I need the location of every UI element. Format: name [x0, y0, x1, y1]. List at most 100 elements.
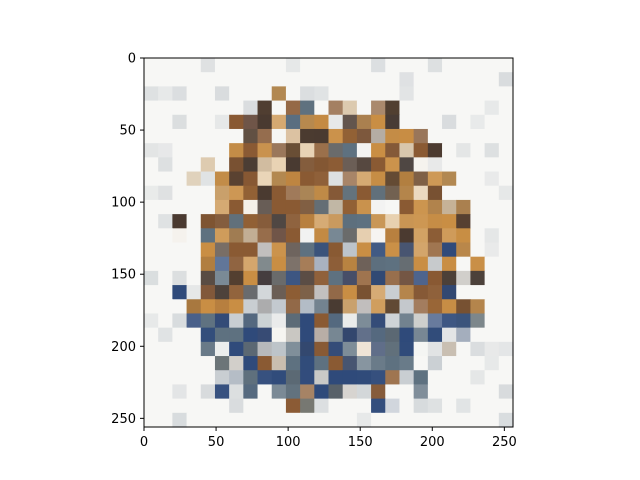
image-tile	[229, 100, 244, 116]
image-tile	[484, 242, 500, 258]
image-tile	[257, 384, 273, 400]
image-tile	[186, 341, 202, 357]
image-tile	[300, 214, 315, 229]
image-tile	[371, 228, 386, 244]
image-tile	[243, 58, 259, 73]
image-tile	[427, 242, 443, 258]
image-tile	[371, 128, 386, 144]
image-tile	[442, 270, 457, 286]
image-tile	[271, 143, 287, 158]
image-tile	[144, 356, 159, 371]
y-tick-label: 200	[111, 340, 136, 355]
image-tile	[285, 370, 301, 386]
image-tile	[456, 128, 472, 144]
image-tile	[442, 313, 457, 329]
image-tile	[172, 157, 188, 173]
image-tile	[314, 412, 330, 428]
image-tile	[498, 313, 514, 329]
image-tile	[144, 256, 159, 272]
image-tile	[342, 285, 358, 300]
image-tile	[413, 242, 429, 258]
image-tile	[484, 370, 500, 386]
image-tile	[186, 242, 202, 258]
image-tile	[385, 256, 401, 272]
image-tile	[328, 398, 344, 414]
image-tile	[271, 228, 287, 244]
image-tile	[257, 58, 273, 73]
image-tile	[342, 157, 358, 173]
image-tile	[484, 114, 500, 130]
image-tile	[243, 242, 259, 258]
image-tile	[427, 356, 443, 371]
y-tick-label: 150	[111, 268, 136, 283]
image-tile	[172, 100, 188, 116]
image-tile	[470, 58, 486, 73]
image-tile	[470, 72, 486, 87]
image-tile	[144, 199, 159, 215]
image-tile	[285, 86, 301, 102]
image-tile	[470, 100, 486, 116]
image-tile	[158, 242, 173, 258]
image-tile	[470, 228, 486, 244]
image-tile	[442, 171, 457, 187]
image-tile	[385, 285, 401, 300]
image-tile	[243, 214, 259, 229]
image-tile	[342, 384, 358, 400]
image-tile	[427, 412, 443, 428]
image-tile	[243, 157, 259, 173]
image-tile	[144, 299, 159, 315]
image-tile	[498, 270, 514, 286]
image-tile	[200, 412, 216, 428]
image-tile	[413, 199, 429, 215]
image-tile	[200, 341, 216, 357]
image-tile	[229, 185, 244, 201]
image-tile	[342, 412, 358, 428]
image-tile	[172, 398, 188, 414]
image-tile	[271, 327, 287, 343]
image-tile	[285, 270, 301, 286]
image-tile	[470, 270, 486, 286]
image-tile	[214, 228, 230, 244]
image-tile	[342, 185, 358, 201]
image-tile	[498, 228, 514, 244]
image-tile	[214, 100, 230, 116]
image-tile	[214, 270, 230, 286]
image-tile	[200, 384, 216, 400]
image-tile	[271, 256, 287, 272]
image-tile	[214, 199, 230, 215]
y-tick-label: 50	[119, 124, 136, 139]
image-tile	[144, 185, 159, 201]
image-tile	[328, 327, 344, 343]
image-tile	[158, 100, 173, 116]
image-tile	[456, 270, 472, 286]
image-tile	[399, 199, 415, 215]
image-tile	[314, 171, 330, 187]
image-tile	[498, 285, 514, 300]
image-tile	[498, 356, 514, 371]
image-tile	[342, 242, 358, 258]
image-tile	[413, 86, 429, 102]
image-tile	[300, 270, 315, 286]
image-tile	[200, 270, 216, 286]
image-tile	[356, 58, 372, 73]
image-tile	[356, 285, 372, 300]
image-tile	[328, 128, 344, 144]
image-tile	[427, 398, 443, 414]
image-tile	[413, 299, 429, 315]
image-tile	[214, 114, 230, 130]
image-tile	[470, 256, 486, 272]
image-tile	[385, 242, 401, 258]
image-tile	[186, 185, 202, 201]
image-tile	[371, 58, 386, 73]
image-tile	[214, 185, 230, 201]
image-tile	[300, 242, 315, 258]
image-tile	[158, 299, 173, 315]
image-tile	[371, 299, 386, 315]
image-tile	[186, 256, 202, 272]
image-tile	[243, 100, 259, 116]
image-tile	[271, 114, 287, 130]
image-tile	[144, 228, 159, 244]
image-tile	[442, 199, 457, 215]
image-tile	[186, 114, 202, 130]
image-tile	[385, 143, 401, 158]
